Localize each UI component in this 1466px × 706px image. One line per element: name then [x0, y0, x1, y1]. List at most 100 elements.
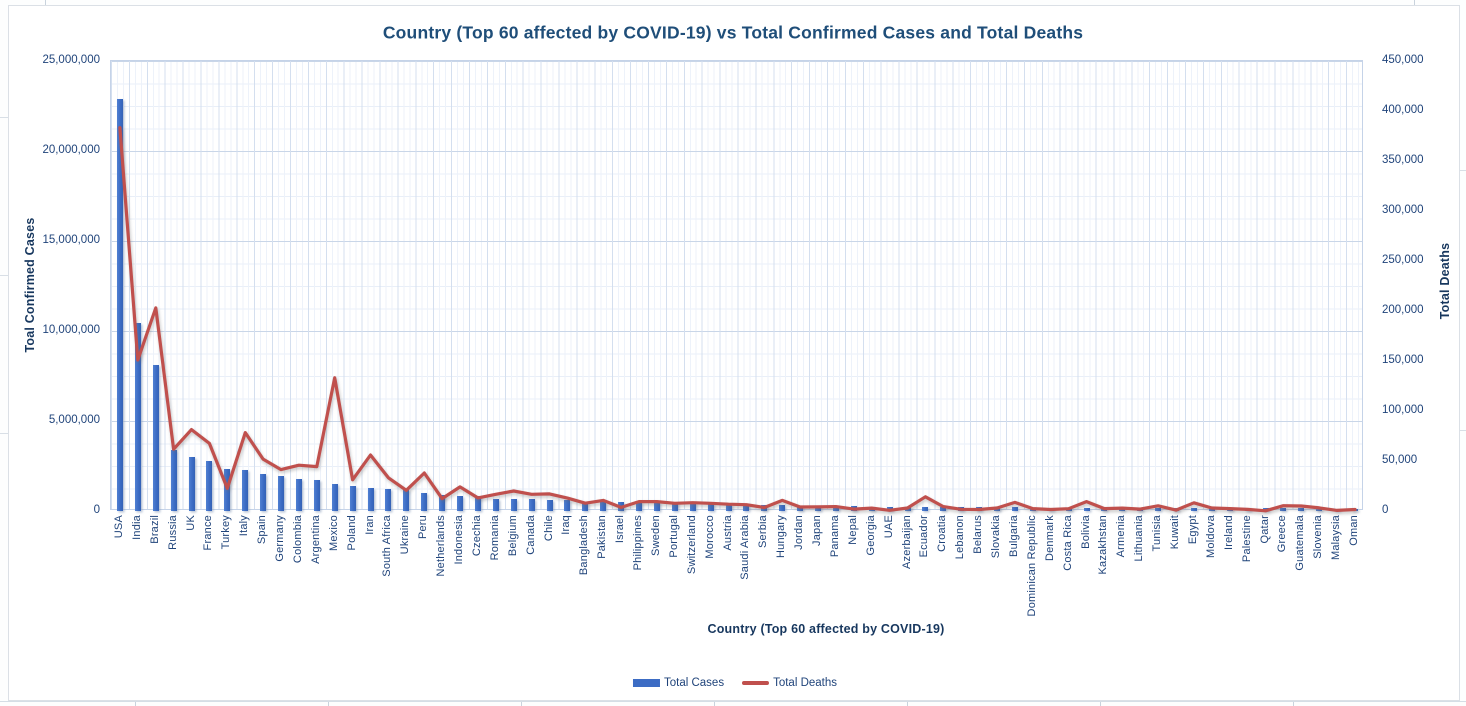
bar-total-cases — [278, 476, 285, 511]
bar-total-cases — [743, 504, 750, 511]
worksheet-column-tick — [135, 702, 136, 706]
category-label: Lebanon — [954, 515, 967, 560]
total-cases-swatch-icon — [632, 679, 660, 687]
category-label: Ukraine — [399, 515, 412, 555]
total-deaths-line — [118, 126, 1357, 513]
bar-total-cases — [832, 506, 839, 511]
right-axis-tick-label: 50,000 — [1382, 454, 1418, 466]
worksheet-column-tick — [714, 702, 715, 706]
worksheet-column-tick — [521, 702, 522, 706]
total-deaths-swatch-icon — [742, 681, 770, 685]
category-label: Iran — [363, 515, 376, 535]
bar-total-cases — [295, 479, 302, 511]
left-axis-tick-label: 5,000,000 — [48, 414, 100, 426]
right-axis-tick-label: 100,000 — [1382, 404, 1424, 416]
category-label: Austria — [721, 515, 734, 551]
worksheet-gridline-stub — [1459, 430, 1466, 431]
category-label: Palestine — [1240, 515, 1253, 563]
category-label: Netherlands — [435, 515, 448, 577]
worksheet-column-tick — [328, 702, 329, 706]
category-label: India — [130, 515, 143, 540]
category-label: Philippines — [632, 515, 645, 571]
category-label: Poland — [345, 515, 358, 551]
bar-total-cases — [170, 449, 177, 511]
bar-total-cases — [1298, 508, 1305, 511]
category-label: Croatia — [936, 515, 949, 552]
right-axis-tick-label: 200,000 — [1382, 304, 1424, 316]
category-label: Japan — [811, 515, 824, 546]
right-axis-tick-label: 400,000 — [1382, 104, 1424, 116]
chart-title: Country (Top 60 affected by COVID-19) vs… — [382, 22, 1084, 43]
category-label: Kazakhstan — [1097, 515, 1110, 575]
bar-total-cases — [1280, 508, 1287, 511]
left-axis-tick-label: 0 — [93, 504, 100, 516]
bar-total-cases — [206, 460, 213, 511]
right-axis-tick-label: 450,000 — [1382, 54, 1424, 66]
worksheet-column-tick — [907, 702, 908, 706]
bar-total-cases — [188, 456, 195, 511]
category-label: Kuwait — [1169, 515, 1182, 550]
right-axis-tick-label: 150,000 — [1382, 354, 1424, 366]
category-label: Egypt — [1186, 515, 1199, 545]
bar-total-cases — [349, 486, 356, 511]
category-label: Brazil — [148, 515, 161, 544]
plot-area — [110, 60, 1363, 513]
category-label: Armenia — [1115, 515, 1128, 558]
bar-total-cases — [116, 98, 123, 511]
category-label: Moldova — [1204, 515, 1217, 558]
category-label: Canada — [524, 515, 537, 555]
category-label: Indonesia — [453, 515, 466, 565]
worksheet-gridline-stub — [0, 275, 8, 276]
category-label: Bolivia — [1079, 515, 1092, 549]
right-axis-title: Total Deaths — [1438, 242, 1452, 320]
category-label: Argentina — [309, 515, 322, 564]
category-label: UAE — [882, 515, 895, 539]
bar-total-cases — [385, 488, 392, 511]
category-label: Serbia — [757, 515, 770, 548]
bar-total-cases — [940, 507, 947, 511]
legend-item-total-cases: Total Cases — [632, 677, 724, 689]
category-label: Slovakia — [990, 515, 1003, 559]
bar-total-cases — [242, 470, 249, 511]
bar-total-cases — [582, 501, 589, 511]
bar-total-cases — [671, 502, 678, 511]
chart-legend: Total Cases Total Deaths — [632, 677, 837, 689]
bar-total-cases — [600, 501, 607, 511]
category-label: Dominican Republic — [1025, 515, 1038, 617]
bar-total-cases — [134, 322, 141, 511]
bar-total-cases — [260, 474, 267, 511]
bar-total-cases — [313, 480, 320, 511]
category-label: Colombia — [291, 515, 304, 564]
category-label: Russia — [166, 515, 179, 550]
category-label: Qatar — [1258, 515, 1271, 544]
left-axis-title: Toal Confirmed Cases — [23, 217, 37, 353]
category-label: Guatemala — [1294, 515, 1307, 571]
left-axis-tick-label: 20,000,000 — [42, 144, 100, 156]
category-label: Georgia — [864, 515, 877, 556]
bar-total-cases — [725, 504, 732, 511]
category-label: Hungary — [775, 515, 788, 558]
category-label: Portugal — [667, 515, 680, 558]
worksheet-gridline-stub — [0, 117, 8, 118]
category-label: Panama — [828, 515, 841, 558]
bar-total-cases — [922, 507, 929, 511]
category-label: Sweden — [649, 515, 662, 556]
x-axis-title: Country (Top 60 affected by COVID-19) — [707, 622, 945, 636]
category-label: Germany — [274, 515, 287, 562]
category-label: Azerbaijan — [900, 515, 913, 569]
worksheet-gridline-stub — [0, 433, 8, 434]
bar-total-cases — [636, 502, 643, 511]
bar-total-cases — [510, 499, 517, 511]
category-label: France — [202, 515, 215, 551]
bar-total-cases — [367, 487, 374, 511]
bar-total-cases — [546, 499, 553, 511]
category-label: Denmark — [1043, 515, 1056, 562]
category-label: Oman — [1348, 515, 1361, 546]
bar-total-cases — [1011, 507, 1018, 511]
category-label: Peru — [417, 515, 430, 540]
category-label: Bangladesh — [578, 515, 591, 576]
category-label: Ireland — [1222, 515, 1235, 551]
right-axis-tick-label: 350,000 — [1382, 154, 1424, 166]
bar-total-cases — [331, 483, 338, 511]
